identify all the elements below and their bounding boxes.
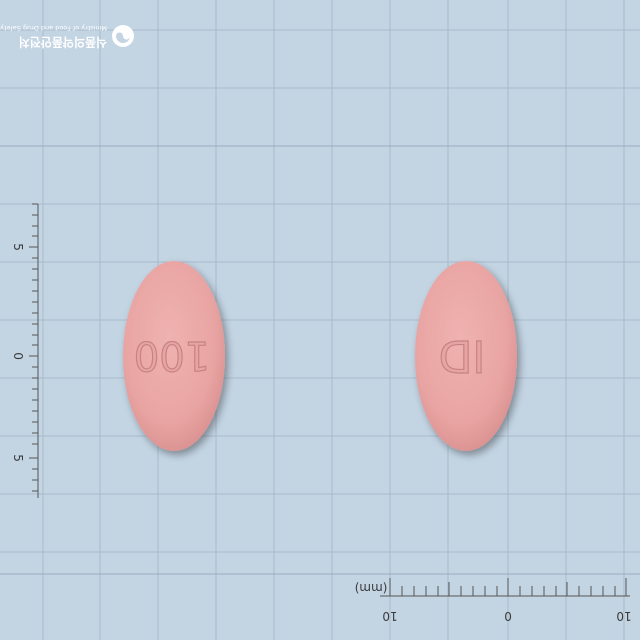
ruler-unit-label: (mm) — [355, 581, 388, 595]
watermark-org-english: Ministry of Food and Drug Safety — [0, 24, 107, 32]
vertical-ruler-labels: 5 0 5 — [11, 243, 25, 462]
watermark-org-korean: 식품의약품안전처 — [19, 35, 107, 50]
ruler-label-v-bottom: 5 — [11, 454, 25, 462]
pill-body — [123, 261, 225, 451]
pill-imprint: ID — [439, 330, 486, 381]
horizontal-ruler — [380, 578, 630, 597]
watermark: 식품의약품안전처 Ministry of Food and Drug Safet… — [0, 24, 134, 50]
ruler-label-h-left: 10 — [382, 609, 397, 623]
horizontal-ruler-labels: (mm) 10 0 10 — [355, 581, 632, 623]
ruler-label-v-top: 5 — [11, 243, 25, 251]
ruler-label-h-zero: 0 — [504, 609, 512, 623]
ruler-label-h-right: 10 — [616, 609, 631, 623]
pill-back: ID — [415, 261, 517, 451]
vertical-ruler — [29, 203, 39, 498]
pill-imprint: 100 — [134, 332, 210, 378]
ruler-label-v-zero: 0 — [11, 352, 25, 360]
pill-front: 100 — [123, 261, 225, 451]
pill-body — [415, 261, 517, 451]
